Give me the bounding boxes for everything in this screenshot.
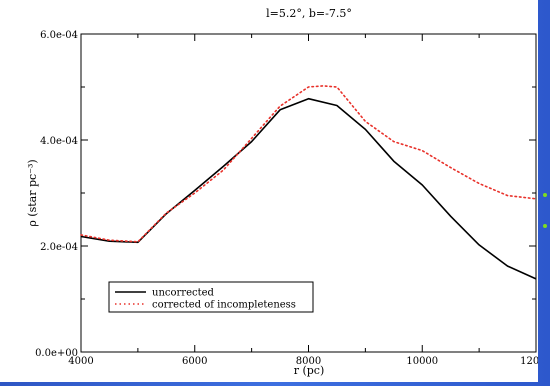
legend-box (108, 281, 314, 313)
y-tick-label: 6.0e-04 (40, 30, 78, 41)
x-tick-label: 12000 (520, 356, 538, 367)
x-tick-label: 8000 (296, 356, 321, 367)
x-axis-label: r (pc) (294, 364, 325, 377)
y-axis-label: ρ (star pc⁻³) (26, 159, 39, 226)
density-profile-chart: l=5.2°, b=-7.5° 4000 6000 8000 10000 12000 0… (26, 7, 550, 377)
legend: uncorrected corrected of incompleteness (108, 281, 314, 313)
series-line-corrected (80, 85, 537, 243)
chart-frame: l=5.2°, b=-7.5° 4000 6000 8000 10000 12000 0… (26, 7, 550, 377)
side-dot (543, 193, 547, 197)
series-line-uncorrected (80, 97, 537, 280)
y-tick-label: 0.0e+00 (35, 348, 78, 359)
x-tick-label: 10000 (406, 356, 438, 367)
side-dot (543, 224, 547, 228)
legend-label-corrected: corrected of incompleteness (152, 300, 296, 311)
chart-title: l=5.2°, b=-7.5° (266, 7, 352, 20)
x-tick-label: 6000 (182, 356, 207, 367)
y-tick-label: 2.0e-04 (40, 242, 78, 253)
legend-label-uncorrected: uncorrected (152, 288, 215, 299)
y-tick-label: 4.0e-04 (40, 136, 78, 147)
side-dots (543, 193, 547, 228)
x-tick-label: 4000 (68, 356, 93, 367)
